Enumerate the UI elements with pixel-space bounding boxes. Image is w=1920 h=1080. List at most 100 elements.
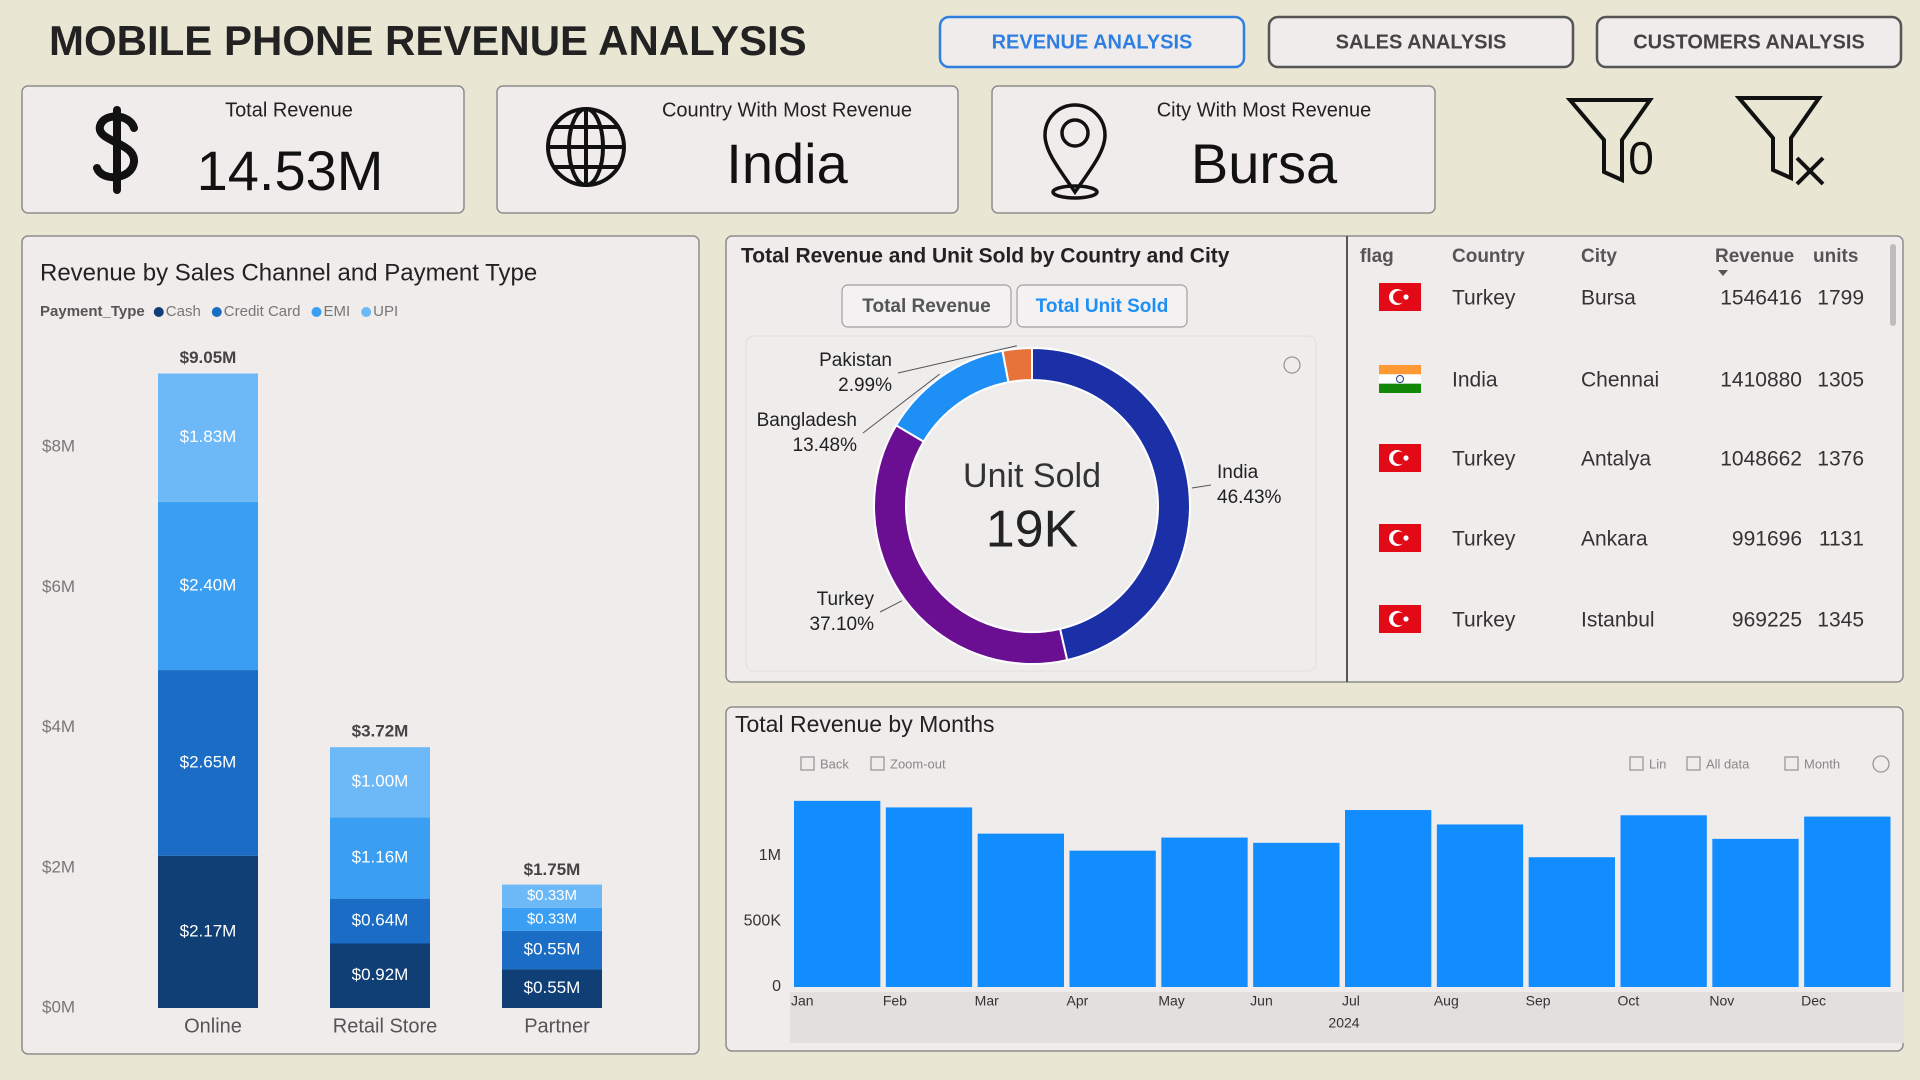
toggle-button[interactable] [841,284,1012,328]
toolbar-icon[interactable] [800,756,815,771]
leader-line [897,345,1018,374]
nav-tab[interactable] [938,15,1246,69]
x-tick-label: May [1158,993,1184,1009]
flag-crescent-cut [1393,451,1406,465]
clear-filter-button[interactable] [1734,96,1825,186]
bar-segment [330,898,430,944]
x-tick-label: Oct [1618,993,1640,1009]
table-cell: Antalya [1581,448,1651,471]
bar-value-label: $2.40M [180,575,237,594]
kpi-value: Bursa [1191,132,1338,195]
scrollbar[interactable] [1890,244,1896,326]
toolbar-label[interactable]: Back [820,756,849,771]
kpi-card [21,85,465,214]
toolbar-label[interactable]: Month [1804,756,1840,771]
bar-value-label: $0.92M [352,965,409,984]
inner-card [745,335,1317,672]
toolbar-icon[interactable] [870,756,885,771]
nav-tab[interactable] [1267,15,1575,69]
table-cell: 1410880 [1720,369,1802,392]
bar [1345,810,1432,987]
x-tick-label: Aug [1434,993,1459,1009]
table-cell: India [1452,369,1498,392]
nav-tab-label[interactable]: REVENUE ANALYSIS [992,31,1193,53]
bar-segment [330,943,430,1008]
dollar-icon [93,106,138,194]
bar-value-label: $1.16M [352,847,409,866]
nav-tab-label[interactable]: SALES ANALYSIS [1336,31,1507,53]
donut-center-label: Unit Sold [963,457,1101,495]
legend-label: EMI [324,303,351,320]
table-cell: Istanbul [1581,609,1655,632]
kpi-value: 14.53M [197,139,384,202]
bar-value-label: $0.55M [524,978,581,997]
slice-value-label: 46.43% [1217,487,1282,508]
toolbar-label[interactable]: All data [1706,756,1750,771]
donut-center-value: 19K [986,501,1079,559]
toggle-button[interactable] [1016,284,1188,328]
bar-segment [502,884,602,908]
table-header: units [1813,246,1858,267]
table-cell: 1131 [1819,528,1864,551]
y-tick-label: $0M [42,997,75,1016]
bar-value-label: $1.83M [180,427,237,446]
y-tick-label: $4M [42,717,75,736]
nav-tab-label[interactable]: CUSTOMERS ANALYSIS [1633,31,1865,53]
toolbar-icon[interactable] [1629,756,1644,771]
table-cell: Turkey [1452,287,1516,310]
toolbar-icon[interactable] [1686,756,1701,771]
y-tick-label: 0 [772,978,781,995]
page-title: MOBILE PHONE REVENUE ANALYSIS [49,17,807,64]
toolbar-icon[interactable] [1784,756,1799,771]
bar [1069,850,1156,987]
bar [1436,824,1524,987]
bar [794,800,881,987]
bar-value-label: $0.33M [527,887,577,904]
bar-segment [158,373,258,502]
table-cell: Chennai [1581,369,1659,392]
bar [1253,842,1340,987]
y-tick-label: $8M [42,437,75,456]
slice-label: Bangladesh [757,410,857,431]
filter-count-button[interactable]: 0 [1565,98,1654,184]
table-cell: Turkey [1452,609,1516,632]
toolbar-label[interactable]: Lin [1649,756,1666,771]
x-axis-label: 2024 [1328,1015,1359,1031]
table-cell: 1345 [1817,609,1864,632]
pin-icon [1043,103,1107,200]
toolbar-label[interactable]: Zoom-out [890,756,946,771]
legend-swatch [153,307,164,317]
toggle-label[interactable]: Total Revenue [862,296,990,317]
table-cell: 1305 [1817,369,1864,392]
help-icon[interactable] [1872,755,1890,773]
slice-label: Pakistan [819,350,892,371]
table-cell: 969225 [1732,609,1802,632]
nav-tab[interactable] [1595,15,1903,69]
table-cell: 991696 [1732,528,1802,551]
y-tick-label: $6M [42,577,75,596]
slice-label: India [1217,462,1259,483]
flag-crescent-cut [1393,612,1406,626]
filter-count: 0 [1628,132,1654,184]
leader-line [879,600,903,613]
kpi-card [991,85,1436,214]
bar-value-label: $2.65M [180,752,237,771]
leader-line [862,373,940,434]
bar-segment [502,969,602,1008]
table-cell: 1376 [1817,448,1864,471]
bar-segment [330,817,430,899]
bar [1620,815,1707,987]
flag-stripe [1379,374,1421,384]
kpi-label: City With Most Revenue [1157,99,1372,121]
x-tick-label: Sep [1526,993,1551,1009]
bar-value-label: $0.64M [352,911,409,930]
toggle-label[interactable]: Total Unit Sold [1036,296,1169,317]
help-icon[interactable] [1283,356,1301,374]
x-tick-label: Partner [524,1015,590,1037]
bar [977,833,1064,987]
bar-segment [502,930,602,970]
table-header: City [1581,246,1617,267]
legend-title: Payment_Type [40,303,145,320]
